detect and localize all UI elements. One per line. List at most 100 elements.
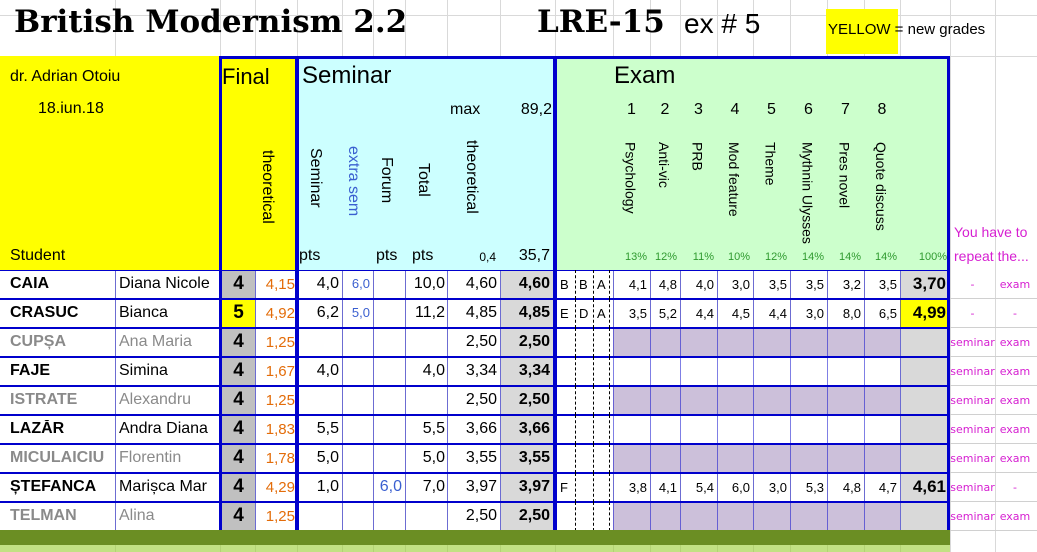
seminar-final: 4,85 xyxy=(518,304,550,321)
exam-question-topic: Mod feature xyxy=(726,142,742,217)
exam-header: Exam xyxy=(614,62,676,89)
repeat-note: You have to repeat the... xyxy=(954,224,1029,264)
seminar-final-bg xyxy=(500,503,555,530)
exam-score: 3,2 xyxy=(842,277,861,292)
exam-score: 5,3 xyxy=(805,480,824,495)
letter-divider xyxy=(609,386,610,415)
student-first-name: Alexandru xyxy=(119,391,192,408)
exam-score: 3,0 xyxy=(731,277,750,292)
student-header-area xyxy=(0,56,220,270)
seminar-final: 2,50 xyxy=(518,391,550,408)
student-first-name: Simina xyxy=(119,362,168,379)
final-grade-bg xyxy=(222,300,255,327)
row-divider xyxy=(0,443,950,444)
table-row[interactable]: ȘTEFANCA Marișca Mar 4 4,29 1,0 6,0 7,0 3,97 3,9… xyxy=(0,473,1037,502)
table-row[interactable]: TELMAN Alina 4 1,25 2,50 2,50 seminar exam xyxy=(0,502,1037,531)
exam-score: 4,1 xyxy=(658,480,677,495)
sheet-title: British Modernism 2.2 xyxy=(14,4,408,40)
student-first-name: Bianca xyxy=(119,304,168,321)
exam-question-weight: 12% xyxy=(764,251,787,263)
row-divider xyxy=(0,414,950,415)
max-value: 89,2 xyxy=(520,101,552,118)
seminar-final: 3,55 xyxy=(518,449,550,466)
exam-question-number: 2 xyxy=(660,101,670,118)
table-row[interactable]: ISTRATE Alexandru 4 1,25 2,50 2,50 seminar exam xyxy=(0,386,1037,415)
final-grade-bg xyxy=(222,329,255,356)
exam-score: 3,5 xyxy=(878,277,897,292)
repeat-seminar: seminar xyxy=(950,394,995,407)
row-divider xyxy=(0,501,950,502)
row-divider xyxy=(0,385,950,386)
letter-divider xyxy=(609,270,610,299)
final-grade: 4 xyxy=(233,360,244,381)
seminar-final-bg xyxy=(500,416,555,443)
exam-header-area xyxy=(555,56,950,270)
seminar-pts: 4,0 xyxy=(316,275,339,292)
row-divider-top xyxy=(0,473,950,474)
max-label: max xyxy=(450,101,481,118)
exam-question-topic: Psychology xyxy=(622,142,639,214)
final-grade: 4 xyxy=(233,418,244,439)
seminar-theoretical: 4,85 xyxy=(465,304,497,321)
pts-label: pts xyxy=(376,247,398,264)
total-column-header: Total xyxy=(415,163,432,197)
student-last-name: CUPȘA xyxy=(10,333,67,350)
letter-divider xyxy=(609,444,610,473)
column-line xyxy=(864,270,865,530)
student-first-name: Marișca Mar xyxy=(119,478,208,495)
table-row[interactable]: MICULAICIU Florentin 4 1,78 5,0 5,0 3,55 3,55 se… xyxy=(0,444,1037,473)
seminar-pts: 5,5 xyxy=(316,420,339,437)
repeat-exam: - xyxy=(1013,481,1017,494)
exam-score: 3,8 xyxy=(628,480,647,495)
table-row[interactable]: CRASUC Bianca 5 4,92 6,2 5,0 11,2 4,85 4,85 E D A 3,… xyxy=(0,299,1037,328)
seminar-section-border xyxy=(296,56,556,545)
extra-sem-pts: 5,0 xyxy=(351,305,370,320)
exam-score: 4,8 xyxy=(658,277,677,292)
row-divider-top xyxy=(0,386,950,387)
exam-empty-band xyxy=(613,358,900,385)
column-line xyxy=(827,270,828,530)
column-line xyxy=(900,270,901,530)
student-column-header: Student xyxy=(10,247,66,264)
column-line xyxy=(342,270,343,530)
letter-divider xyxy=(593,357,594,386)
table-row[interactable]: LAZĂR Andra Diana 4 1,83 5,5 5,5 3,66 3,66 semin… xyxy=(0,415,1037,444)
footer-band xyxy=(0,530,950,545)
table-row[interactable]: CAIA Diana Nicole 4 4,15 4,0 6,0 10,0 4,60 4,60 B… xyxy=(0,270,1037,299)
course-code: LRE-15 xyxy=(537,4,665,40)
table-row[interactable]: FAJE Simina 4 1,67 4,0 4,0 3,34 3,34 seminar exam xyxy=(0,357,1037,386)
seminar-pts: 1,0 xyxy=(316,478,339,495)
seminar-final-bg xyxy=(500,358,555,385)
exam-question-number: 3 xyxy=(694,101,703,118)
letter-divider xyxy=(593,473,594,502)
repeat-seminar: - xyxy=(970,307,975,320)
row-divider xyxy=(950,385,1037,386)
exam-question-weight: 13% xyxy=(624,251,647,263)
row-divider xyxy=(950,356,1037,357)
exam-score: 4,8 xyxy=(842,480,861,495)
seminar-final: 3,34 xyxy=(518,362,550,379)
table-row[interactable]: CUPȘA Ana Maria 4 1,25 2,50 2,50 seminar exam xyxy=(0,328,1037,357)
exam-question-number: 1 xyxy=(627,101,636,118)
final-grade-bg xyxy=(222,503,255,530)
student-first-name: Diana Nicole xyxy=(119,275,210,292)
column-line xyxy=(500,270,501,530)
exam-score: 4,0 xyxy=(695,277,714,292)
seminar-theoretical: 2,50 xyxy=(465,391,497,408)
pts-label: pts xyxy=(299,247,321,264)
exam-score: 8,0 xyxy=(842,306,861,321)
exam-score: 4,4 xyxy=(768,306,787,321)
exam-empty-band xyxy=(613,416,900,443)
exam-score: 4,5 xyxy=(731,306,750,321)
final-grade: 4 xyxy=(233,505,244,526)
repeat-seminar: seminar xyxy=(950,365,995,378)
seminar-theoretical: 3,66 xyxy=(465,420,497,437)
repeat-exam: exam xyxy=(999,365,1031,378)
seminar-pts: 5,0 xyxy=(316,449,339,466)
row-divider xyxy=(950,298,1037,299)
extra-sem-pts: 6,0 xyxy=(351,276,370,291)
letter-divider xyxy=(575,415,576,444)
column-line xyxy=(717,270,718,530)
student-last-name: FAJE xyxy=(10,362,51,379)
row-divider-top xyxy=(0,502,950,503)
